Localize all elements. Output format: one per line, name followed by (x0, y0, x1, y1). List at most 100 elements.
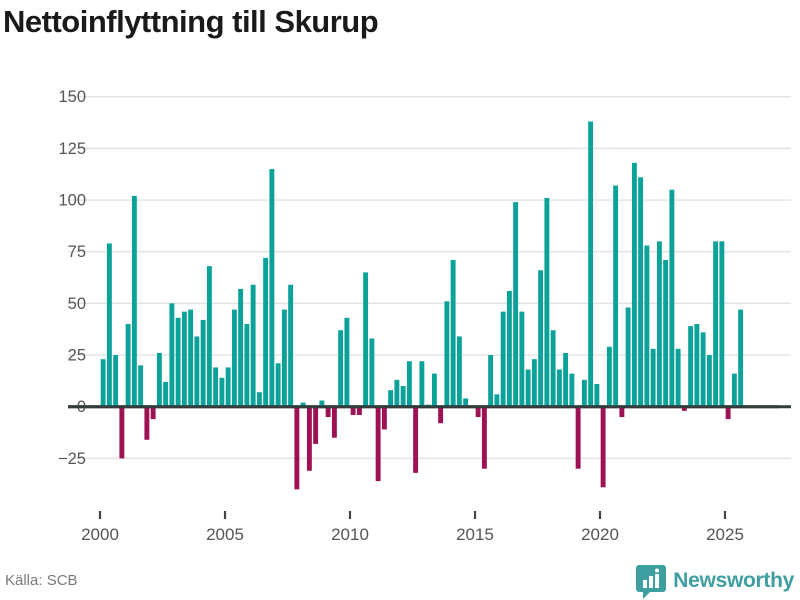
bar-2007-q4 (294, 406, 300, 490)
bar-2024-q2 (706, 355, 712, 407)
bar-2012-q2 (406, 361, 412, 407)
bar-2009-q1 (325, 406, 331, 418)
x-axis-label: 2000 (81, 525, 119, 544)
bar-2005-q1 (225, 367, 231, 407)
bar-2017-q1 (525, 369, 531, 407)
bar-2015-q2 (481, 406, 487, 469)
bar-2015-q4 (494, 394, 500, 407)
bar-2022-q1 (650, 348, 656, 407)
bar-2021-q2 (631, 162, 637, 407)
bar-2021-q4 (644, 245, 650, 407)
bar-2020-q1 (600, 406, 606, 488)
bar-2004-q4 (219, 377, 225, 407)
bar-2024-q1 (700, 332, 706, 407)
bar-2023-q3 (688, 326, 694, 407)
bar-2002-q2 (156, 352, 162, 407)
bar-2017-q3 (538, 270, 544, 407)
bar-2024-q3 (713, 241, 719, 407)
bar-2008-q2 (306, 406, 312, 471)
bar-2007-q1 (275, 363, 281, 407)
bar-2001-q4 (144, 406, 150, 440)
newsworthy-logo-icon (636, 565, 667, 599)
bar-2014-q1 (450, 259, 456, 407)
logo-bar-small (643, 580, 648, 588)
bar-2009-q3 (338, 330, 344, 407)
bar-2020-q4 (619, 406, 625, 418)
bar-2011-q4 (394, 379, 400, 407)
bar-2013-q2 (431, 373, 437, 407)
bar-2018-q3 (563, 352, 569, 407)
bar-2018-q2 (556, 369, 562, 407)
bar-2017-q4 (544, 197, 550, 407)
y-axis-label: 150 (58, 88, 86, 106)
bar-2014-q3 (463, 398, 469, 407)
bar-2010-q2 (356, 406, 362, 415)
x-axis-label: 2020 (581, 525, 619, 544)
bar-2025-q1 (725, 406, 731, 420)
bar-2006-q1 (250, 284, 256, 407)
x-axis-label: 2025 (706, 525, 744, 544)
bar-2009-q4 (344, 317, 350, 407)
y-axis-label: −25 (58, 450, 86, 468)
bar-2003-q3 (188, 309, 194, 407)
bar-2021-q3 (638, 177, 644, 407)
bar-2025-q2 (731, 373, 737, 407)
bar-2019-q2 (581, 379, 587, 407)
bar-2004-q3 (213, 367, 219, 407)
bar-2011-q1 (375, 406, 381, 482)
x-axis-label: 2005 (206, 525, 244, 544)
bar-2005-q4 (244, 324, 250, 407)
bar-2013-q4 (444, 301, 450, 407)
bar-2015-q1 (475, 406, 481, 418)
bar-2002-q1 (150, 406, 156, 420)
logo-bar-medium (649, 576, 654, 588)
bar-2010-q4 (369, 338, 375, 407)
source-label: Källa: SCB (5, 572, 78, 589)
bar-2023-q2 (681, 406, 687, 411)
y-axis-label: 125 (58, 140, 86, 158)
bar-2012-q3 (413, 406, 419, 473)
bar-2005-q3 (238, 288, 244, 407)
brand-lockup: Newsworthy (636, 563, 794, 599)
bar-2023-q4 (694, 324, 700, 407)
bar-2001-q2 (131, 195, 137, 407)
bar-2012-q1 (400, 386, 406, 407)
x-axis-label: 2015 (456, 525, 494, 544)
bar-2008-q1 (300, 402, 306, 407)
bar-2006-q2 (256, 392, 262, 407)
bar-2016-q2 (506, 290, 512, 407)
bar-2019-q1 (575, 406, 581, 469)
bar-2022-q4 (669, 189, 675, 407)
bar-2018-q4 (569, 373, 575, 407)
bar-2008-q4 (319, 400, 325, 407)
bar-2016-q3 (513, 202, 519, 407)
bar-2001-q3 (138, 365, 144, 407)
bar-2011-q3 (388, 390, 394, 407)
y-axis-label: 50 (68, 295, 86, 313)
bar-2009-q2 (331, 406, 337, 438)
logo-bar-tall (655, 574, 660, 588)
bar-2000-q3 (113, 355, 119, 407)
bar-2004-q1 (200, 319, 206, 407)
bar-2003-q4 (194, 336, 200, 407)
bar-2008-q3 (313, 406, 319, 444)
bar-2023-q1 (675, 348, 681, 407)
bar-2012-q4 (419, 361, 425, 407)
bar-2002-q4 (169, 303, 175, 407)
bar-2007-q2 (281, 309, 287, 407)
bar-2003-q1 (175, 317, 181, 407)
bar-2014-q2 (456, 336, 462, 407)
bar-2016-q4 (519, 311, 525, 407)
bar-2001-q1 (125, 324, 131, 407)
bar-2016-q1 (500, 311, 506, 407)
bar-2018-q1 (550, 330, 556, 407)
bar-2011-q2 (381, 406, 387, 430)
bar-2005-q2 (231, 309, 237, 407)
chart-title: Nettoinflyttning till Skurup (3, 4, 379, 39)
y-axis-label: 75 (68, 243, 86, 261)
bar-2019-q4 (594, 383, 600, 407)
bar-2006-q4 (269, 169, 275, 407)
bar-2002-q3 (163, 381, 169, 407)
